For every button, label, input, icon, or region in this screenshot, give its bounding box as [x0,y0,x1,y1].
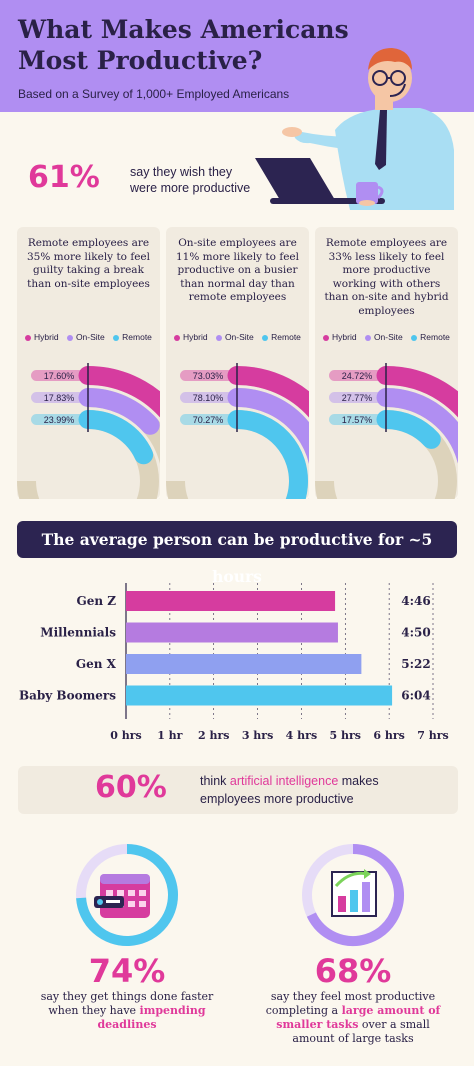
value-label-bg [329,414,385,425]
x-tick-label: 1 hr [157,729,182,742]
card-title: On-site employees are 11% more likely to… [176,237,299,303]
x-tick-label: 5 hrs [330,729,361,742]
stat-60-text: think artificial intelligence makes empl… [200,772,420,808]
value-label-bg [31,370,87,381]
bar [126,622,338,643]
legend-remote: Remote [271,332,301,342]
bar [126,654,362,674]
stat-60-box [18,766,458,814]
donut-68 [302,844,404,946]
stat-61-text: say they wish they were more productive [130,165,251,195]
value-label-bg [31,392,87,403]
value-label: 24.72% [342,371,373,381]
category-label: Gen Z [76,594,116,608]
x-tick-label: 3 hrs [242,729,273,742]
value-label-bg [180,370,236,381]
value-label: 17.60% [44,371,75,381]
legend-onsite: On-Site [75,332,105,342]
radial-bar-hybrid [376,366,458,418]
value-label: 4:50 [401,626,430,640]
donut-value-arc [76,844,178,946]
stat-68-text-post: over a small amount of large tasks [292,1018,430,1045]
stat-68-highlight: large amount of smaller tasks [276,1004,441,1031]
legend-remote: Remote [420,332,450,342]
donut-74 [76,844,178,946]
stat-60-value: 60% [95,770,167,805]
value-label-bg [329,370,385,381]
value-label: 6:04 [401,689,430,703]
stat-60-highlight: artificial intelligence [229,774,339,788]
stat-68-value: 68% [314,952,392,990]
chart-legend: Hybrid On-Site Remote [25,332,160,342]
stat-61-value: 61% [28,160,100,195]
page-title: What Makes Americans Most Productive? [18,15,349,75]
card-title: Remote employees are 33% less likely to … [324,237,449,317]
stat-60-text-post: makes employees more productive [200,774,379,806]
radial-card-guilty-break: Remote employees are 35% more likely to … [17,227,160,499]
section-banner: The average person can be productive for… [17,521,457,586]
stat-68-text-pre: say they feel most productive completing… [265,990,436,1017]
radial-bar-hybrid [227,366,309,418]
x-tick-label: 6 hrs [373,729,404,742]
value-label: 73.03% [193,371,224,381]
value-label: 27.77% [342,393,373,403]
value-label: 70.27% [193,415,224,425]
donut-value-arc [306,844,404,946]
value-label: 4:46 [401,594,430,608]
value-label-bg [31,414,87,425]
stat-60-text-pre: think [200,774,230,788]
x-tick-label: 0 hrs [110,729,141,742]
radial-card-working-with-others: Remote employees are 33% less likely to … [315,227,458,499]
stat-74-highlight: impending deadlines [97,1004,206,1031]
growth-chart-icon [331,869,377,917]
radial-chart: 24.72% 27.77% 17.57% [315,363,458,499]
radial-bar-hybrid [78,366,160,418]
value-label-bg [180,392,236,403]
stat-74-text-pre: say they get things done faster when the… [40,990,214,1017]
radial-bar-on-site [227,388,309,499]
stat-74-value: 74% [88,952,166,990]
radial-chart: 17.60% 17.83% 23.99% [17,363,160,499]
page-subtitle: Based on a Survey of 1,000+ Employed Ame… [18,87,290,101]
x-tick-label: 4 hrs [286,729,317,742]
calendar-icon [94,874,150,918]
card-title: Remote employees are 35% more likely to … [27,237,150,290]
value-label-bg [180,414,236,425]
value-label: 17.57% [342,415,373,425]
radial-bar-on-site [78,388,160,435]
radial-bar-remote [78,410,154,465]
category-label: Gen X [76,657,117,671]
x-tick-label: 7 hrs [417,729,448,742]
worker-illustration [255,48,454,210]
chart-legend: Hybrid On-Site Remote [174,332,309,342]
category-label: Baby Boomers [19,689,116,703]
productive-hours-bar-chart: 0 hrs 1 hr 2 hrs 3 hrs 4 hrs 5 hrs 6 hrs 7 hrs G… [19,583,449,742]
legend-onsite: On-Site [373,332,403,342]
category-label: Millennials [40,626,116,640]
x-tick-label: 2 hrs [198,729,229,742]
stat-68-text: say they feel most productive completing… [258,990,448,1046]
bar [126,591,336,611]
bar [126,685,393,706]
legend-hybrid: Hybrid [332,332,357,342]
radial-card-busier-day: On-site employees are 11% more likely to… [166,227,309,499]
radial-bar-remote [376,410,441,449]
radial-bar-on-site [376,388,458,464]
legend-hybrid: Hybrid [183,332,208,342]
value-label: 17.83% [44,393,75,403]
value-label: 23.99% [44,415,75,425]
value-label: 78.10% [193,393,224,403]
value-label-bg [329,392,385,403]
value-label: 5:22 [401,657,430,671]
stat-74-text: say they get things done faster when the… [32,990,222,1032]
chart-legend: Hybrid On-Site Remote [323,332,458,342]
legend-hybrid: Hybrid [34,332,59,342]
legend-onsite: On-Site [224,332,254,342]
legend-remote: Remote [122,332,152,342]
radial-chart: 73.03% 78.10% 70.27% [166,363,309,499]
radial-bar-remote [227,410,308,499]
